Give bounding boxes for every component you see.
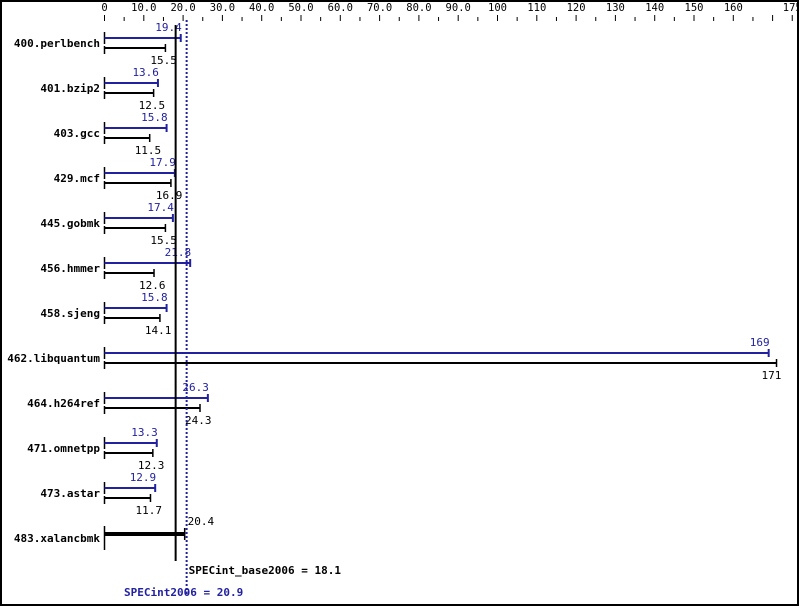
peak-value-label: 13.3 bbox=[131, 426, 158, 439]
benchmark-label: 473.astar bbox=[40, 487, 100, 500]
benchmark-label: 462.libquantum bbox=[7, 352, 100, 365]
base-value-label: 12.3 bbox=[138, 459, 165, 472]
tick-label: 150 bbox=[685, 2, 704, 14]
base-value-label: 15.5 bbox=[150, 234, 177, 247]
peak-value-label: 169 bbox=[750, 336, 770, 349]
tick-label: 100 bbox=[488, 2, 507, 14]
peak-value-label: 19.4 bbox=[155, 21, 182, 34]
tick-label: 160 bbox=[724, 2, 743, 14]
benchmark-row: 403.gcc 15.8 11.5 bbox=[54, 111, 168, 157]
base-value-label: 11.5 bbox=[135, 144, 162, 157]
peak-value-label: 13.6 bbox=[132, 66, 159, 79]
summary-lines: SPECint_base2006 = 18.1 SPECint2006 = 20… bbox=[124, 20, 341, 599]
peak-value-label: 15.8 bbox=[141, 111, 168, 124]
base-value-label: 15.5 bbox=[150, 54, 177, 67]
benchmark-label: 400.perlbench bbox=[14, 37, 100, 50]
tick-label: 10.0 bbox=[131, 2, 156, 14]
peak-summary-label: SPECint2006 = 20.9 bbox=[124, 586, 243, 599]
base-value-label: 11.7 bbox=[135, 504, 162, 517]
benchmark-label: 403.gcc bbox=[54, 127, 100, 140]
peak-value-label: 17.4 bbox=[147, 201, 174, 214]
benchmark-row: 456.hmmer 21.8 12.6 bbox=[40, 246, 192, 292]
peak-value-label: 15.8 bbox=[141, 291, 168, 304]
tick-label: 40.0 bbox=[249, 2, 274, 14]
base-value-label: 24.3 bbox=[185, 414, 212, 427]
tick-label: 80.0 bbox=[406, 2, 431, 14]
benchmark-label: 483.xalancbmk bbox=[14, 532, 100, 545]
base-value-label: 171 bbox=[762, 369, 782, 382]
tick-label: 90.0 bbox=[446, 2, 471, 14]
peak-value-label: 21.8 bbox=[165, 246, 192, 259]
benchmark-row: 400.perlbench 19.4 15.5 bbox=[14, 21, 182, 67]
benchmark-row: 483.xalancbmk 20.4 bbox=[14, 515, 215, 550]
tick-label: 20.0 bbox=[170, 2, 195, 14]
peak-value-label: 17.9 bbox=[149, 156, 176, 169]
tick-label: 110 bbox=[527, 2, 546, 14]
tick-label: 130 bbox=[606, 2, 625, 14]
benchmark-rows: 400.perlbench19.415.5401.bzip213.612.540… bbox=[7, 21, 781, 550]
tick-label: 175 bbox=[783, 2, 799, 14]
x-axis: 0 10.0 20.0 30.0 40.0 50.0 60.0 70.0 80.0 90.0 100… bbox=[101, 2, 799, 21]
benchmark-label: 445.gobmk bbox=[40, 217, 100, 230]
benchmark-row: 471.omnetpp 13.3 12.3 bbox=[27, 426, 164, 472]
peak-value-label: 12.9 bbox=[130, 471, 157, 484]
benchmark-row: 464.h264ref 26.3 24.3 bbox=[27, 381, 211, 427]
tick-label: 140 bbox=[645, 2, 664, 14]
tick-label: 0 bbox=[101, 2, 107, 14]
tick-label: 30.0 bbox=[210, 2, 235, 14]
base-value-label: 20.4 bbox=[188, 515, 215, 528]
benchmark-row: 445.gobmk 17.4 15.5 bbox=[40, 201, 177, 247]
benchmark-label: 458.sjeng bbox=[40, 307, 100, 320]
benchmark-label: 464.h264ref bbox=[27, 397, 100, 410]
benchmark-label: 429.mcf bbox=[54, 172, 100, 185]
tick-label: 60.0 bbox=[328, 2, 353, 14]
base-value-label: 12.5 bbox=[139, 99, 166, 112]
benchmark-label: 456.hmmer bbox=[40, 262, 100, 275]
base-summary-label: SPECint_base2006 = 18.1 bbox=[189, 564, 342, 577]
base-value-label: 12.6 bbox=[139, 279, 166, 292]
tick-label: 50.0 bbox=[288, 2, 313, 14]
base-value-label: 14.1 bbox=[145, 324, 172, 337]
benchmark-label: 401.bzip2 bbox=[40, 82, 100, 95]
benchmark-row: 462.libquantum 169 171 bbox=[7, 336, 781, 382]
benchmark-row: 458.sjeng 15.8 14.1 bbox=[40, 291, 171, 337]
benchmark-row: 473.astar 12.9 11.7 bbox=[40, 471, 162, 517]
benchmark-label: 471.omnetpp bbox=[27, 442, 100, 455]
benchmark-row: 401.bzip2 13.6 12.5 bbox=[40, 66, 165, 112]
tick-label: 70.0 bbox=[367, 2, 392, 14]
tick-label: 120 bbox=[567, 2, 586, 14]
peak-value-label: 26.3 bbox=[182, 381, 209, 394]
